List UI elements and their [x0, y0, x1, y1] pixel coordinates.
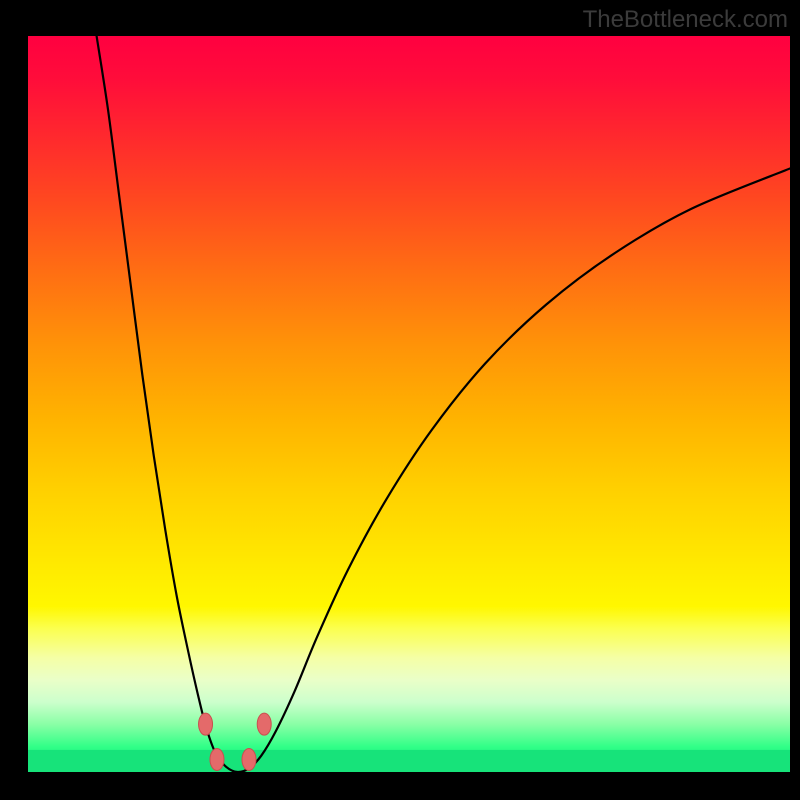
frame-right: [790, 0, 800, 800]
green-band: [28, 750, 790, 772]
bottleneck-curve-chart: [28, 36, 790, 772]
plot-area: [28, 36, 790, 772]
frame-left: [0, 0, 28, 800]
curve-marker: [199, 713, 213, 735]
curve-marker: [210, 748, 224, 770]
gradient-background: [28, 36, 790, 772]
frame-bottom: [0, 772, 800, 800]
curve-marker: [242, 748, 256, 770]
watermark: TheBottleneck.com: [583, 6, 788, 34]
curve-marker: [257, 713, 271, 735]
